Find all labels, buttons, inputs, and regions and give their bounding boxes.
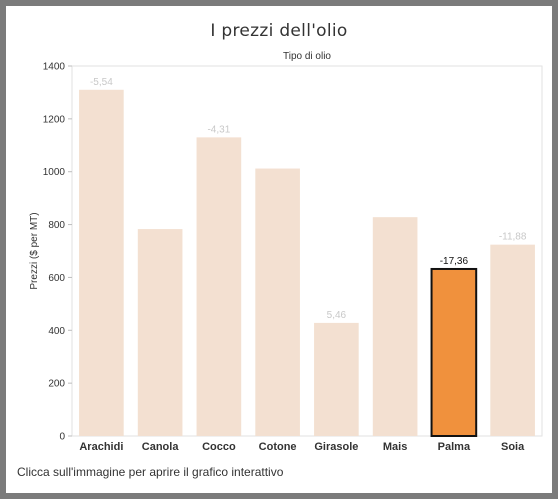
- bar-palma[interactable]: [430, 267, 478, 437]
- x-tick-label: Soia: [501, 441, 525, 453]
- bar-cocco[interactable]: [196, 137, 242, 436]
- y-tick-label: 400: [48, 326, 65, 337]
- bar-data-label: 5,46: [327, 310, 347, 321]
- x-tick-label: Mais: [383, 441, 407, 453]
- bar-data-label: -17,36: [440, 256, 469, 267]
- bar-chart[interactable]: Tipo di olio Prezzi ($ per MT) 0 200 400 60…: [6, 6, 552, 493]
- chart-panel[interactable]: I prezzi dell'olio Tipo di olio Prezzi (…: [6, 6, 552, 493]
- x-axis-title: Tipo di olio: [283, 51, 331, 62]
- bar-mais[interactable]: [372, 217, 418, 436]
- interactive-chart-caption[interactable]: Clicca sull'immagine per aprire il grafi…: [17, 465, 284, 479]
- bar-girasole[interactable]: [314, 322, 359, 436]
- bar-cotone[interactable]: [255, 168, 300, 437]
- bar-data-label: -11,88: [499, 232, 527, 243]
- y-tick-label: 600: [48, 273, 65, 284]
- y-tick-label: 1200: [43, 114, 66, 125]
- bar-arachidi[interactable]: [79, 89, 124, 437]
- y-tick-label: 1400: [43, 62, 66, 73]
- chart-title: I prezzi dell'olio: [210, 21, 348, 41]
- x-tick-label: Cocco: [202, 441, 236, 453]
- bar-data-label: -5,54: [90, 77, 113, 88]
- bars-group[interactable]: -5,54 -4,31 5,46 -17,36 -11,88: [79, 77, 535, 437]
- y-axis-title: Prezzi ($ per MT): [29, 212, 40, 289]
- bar-data-label: -4,31: [207, 124, 230, 135]
- x-tick-label: Cotone: [259, 441, 297, 453]
- x-tick-label: Canola: [142, 441, 180, 453]
- y-tick-label: 0: [59, 432, 65, 443]
- plot-area: [71, 65, 543, 437]
- y-tick-label: 800: [48, 220, 65, 231]
- x-axis: Arachidi Canola Cocco Cotone Girasole Mais Pal…: [79, 441, 525, 453]
- y-tick-label: 1000: [43, 167, 66, 178]
- y-tick-label: 200: [48, 379, 65, 390]
- y-axis: 0 200 400 600 800 1000 1200 1400: [43, 62, 72, 443]
- bar-canola[interactable]: [137, 229, 183, 436]
- x-tick-label: Arachidi: [79, 441, 123, 453]
- x-tick-label: Palma: [438, 441, 471, 453]
- bar-soia[interactable]: [490, 244, 535, 436]
- x-tick-label: Girasole: [314, 441, 358, 453]
